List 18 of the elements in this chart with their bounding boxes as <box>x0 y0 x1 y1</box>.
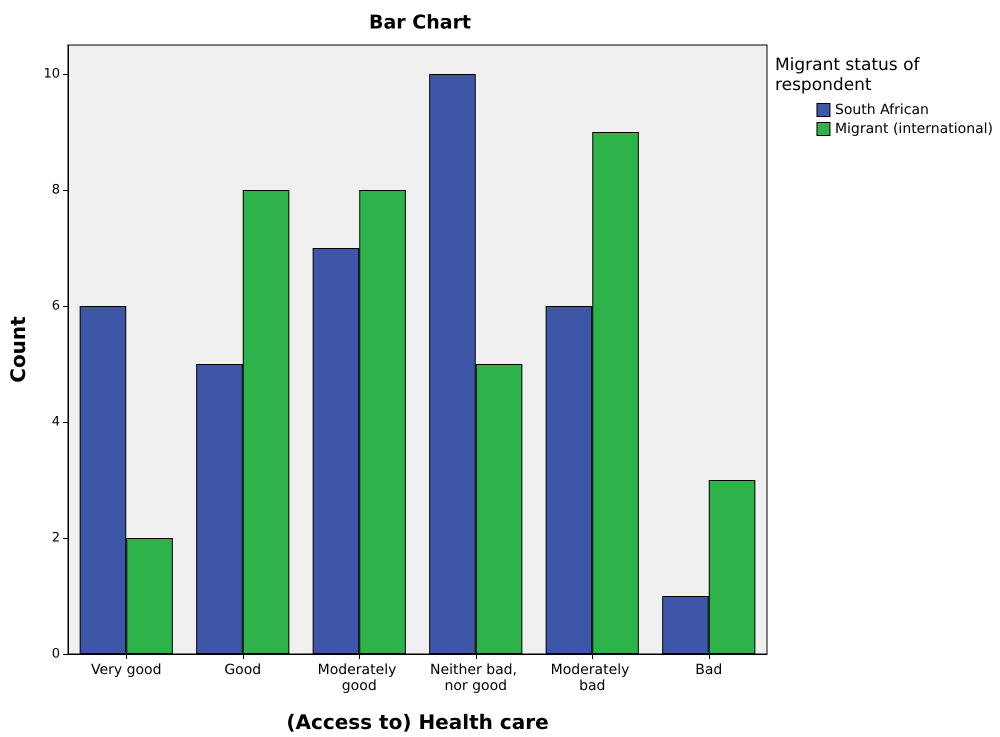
y-tick-label: 10 <box>43 66 60 82</box>
y-tick-label: 8 <box>52 182 60 198</box>
y-tick-label: 2 <box>52 530 60 546</box>
x-axis-title: (Access to) Health care <box>286 710 549 734</box>
legend-label: South African <box>834 102 929 118</box>
y-tick-label: 0 <box>52 646 60 662</box>
legend-title: Migrant status of respondent <box>775 55 925 95</box>
legend-label: Migrant (international) <box>834 121 994 137</box>
x-tick-label: Bad <box>695 662 722 678</box>
x-tick-label: Good <box>224 662 262 678</box>
chart-title: Bar Chart <box>368 12 472 34</box>
x-tick-label: Very good <box>91 662 162 678</box>
y-axis-title: Count <box>6 316 30 383</box>
x-tick-label: Neither bad, nor good <box>430 662 522 694</box>
x-tick-label: Moderately bad <box>550 662 634 694</box>
x-tick-label: Moderately good <box>318 662 401 694</box>
y-tick-label: 6 <box>52 298 60 314</box>
y-tick-label: 4 <box>52 414 60 430</box>
